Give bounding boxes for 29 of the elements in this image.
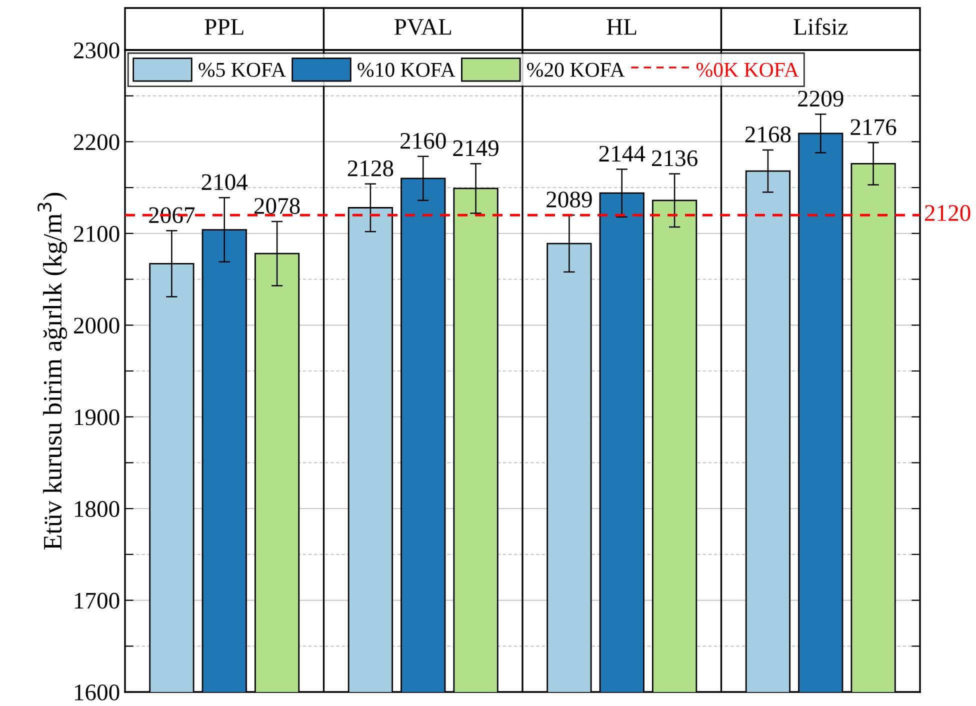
data-label: 2149 — [453, 140, 498, 156]
y-tick-label: 1800 — [74, 501, 120, 517]
text: 2120 — [925, 205, 970, 221]
x-tick-label: PVAL — [394, 19, 452, 36]
x-tick-label: PPL — [204, 19, 244, 35]
y-tick-label: 2000 — [74, 318, 120, 334]
legend-label: %10 KOFA — [358, 62, 456, 77]
legend-label: %5 KOFA — [198, 62, 286, 77]
legend-label: %0K KOFA — [696, 62, 799, 77]
data-label: 2089 — [546, 192, 592, 208]
data-label: 2078 — [254, 198, 300, 214]
data-label: 2168 — [745, 126, 791, 142]
data-label: 2160 — [400, 132, 446, 149]
y-tick-label: 2200 — [74, 134, 120, 150]
y-tick-label: 1600 — [74, 684, 120, 700]
y-tick-label: 1700 — [74, 592, 120, 609]
data-label: 2144 — [599, 146, 646, 162]
y-tick-label: 1900 — [74, 409, 120, 426]
data-label: 2128 — [348, 160, 394, 176]
x-tick-label: HL — [606, 19, 636, 35]
y-tick-label: 2300 — [74, 42, 120, 58]
data-label: 2209 — [798, 90, 844, 107]
legend-label: %20 KOFA — [527, 62, 625, 77]
data-label: 2104 — [202, 174, 248, 190]
data-label: 2136 — [652, 150, 698, 166]
data-label: 2176 — [850, 119, 896, 136]
y-tick-label: 2100 — [74, 226, 120, 242]
y-axis-title: Etüv kurusu birim ağırlık (kg/m$^{3}$) — [38, 192, 68, 550]
x-tick-label: Lifsiz — [794, 18, 848, 35]
